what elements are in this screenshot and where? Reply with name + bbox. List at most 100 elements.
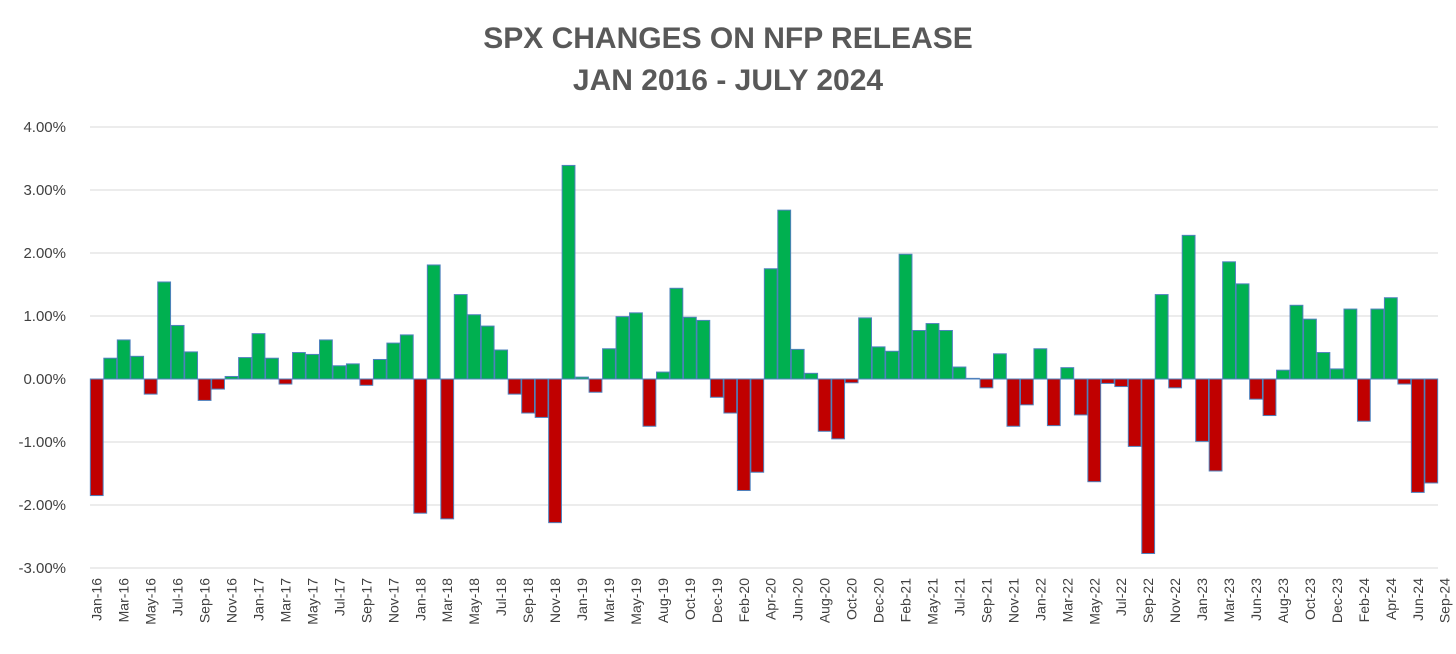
- y-tick-label: 1.00%: [23, 308, 66, 325]
- bar: [305, 353, 320, 380]
- bar: [831, 378, 846, 440]
- bar: [777, 209, 792, 380]
- bar: [1141, 378, 1156, 555]
- bar: [898, 253, 913, 380]
- bar: [1114, 378, 1129, 388]
- y-tick-label: 4.00%: [23, 119, 66, 136]
- chart-title-line-1: SPX CHANGES ON NFP RELEASE: [483, 22, 973, 55]
- x-tick-label: Apr-24: [1383, 578, 1399, 620]
- bar: [1100, 378, 1115, 384]
- bar: [656, 371, 670, 380]
- x-tick-label: Jul-21: [951, 578, 967, 616]
- x-tick-label: Jan-16: [89, 578, 105, 621]
- bar: [682, 316, 697, 380]
- bar: [1046, 378, 1061, 427]
- bar: [89, 378, 104, 497]
- bar: [224, 375, 239, 380]
- x-tick-label: May-16: [143, 578, 159, 625]
- bar: [1370, 308, 1385, 380]
- x-tick-label: Mar-19: [601, 578, 617, 623]
- bar: [952, 366, 967, 380]
- bar: [238, 357, 252, 380]
- y-tick-label: 2.00%: [23, 245, 66, 262]
- x-tick-label: May-17: [304, 578, 320, 625]
- bar: [588, 378, 603, 393]
- bar: [1356, 378, 1371, 422]
- bar: [993, 353, 1007, 380]
- bar: [912, 329, 926, 380]
- bar: [332, 365, 347, 380]
- bar: [211, 378, 225, 390]
- y-tick-label: -3.00%: [18, 560, 66, 577]
- bar: [265, 357, 279, 380]
- bar: [885, 350, 899, 380]
- bar: [1316, 352, 1331, 380]
- x-tick-label: Dec-23: [1329, 578, 1345, 623]
- bar: [1249, 378, 1263, 400]
- bar: [629, 312, 643, 380]
- x-tick-label: Mar-18: [439, 578, 455, 623]
- x-tick-label: Nov-22: [1167, 578, 1183, 623]
- bar: [453, 294, 468, 380]
- x-tick-label: Jan-23: [1194, 578, 1210, 621]
- bar: [1343, 308, 1358, 380]
- bar: [521, 378, 536, 414]
- y-tick-label: 3.00%: [23, 182, 66, 199]
- x-tick-label: May-18: [466, 578, 482, 625]
- bar: [184, 351, 199, 380]
- x-tick-label: Oct-23: [1302, 578, 1318, 620]
- bar: [143, 378, 158, 395]
- x-tick-label: Feb-24: [1356, 578, 1372, 623]
- x-tick-label: Nov-18: [547, 578, 563, 623]
- chart-title-line-2: JAN 2016 - JULY 2024: [573, 64, 884, 97]
- x-axis: Jan-16 Mar-16 May-16 Jul-16 Sep-16 Nov-16 Jan-…: [89, 578, 1453, 625]
- bar: [804, 372, 819, 380]
- bar: [602, 348, 616, 380]
- x-tick-label: Jun-23: [1248, 578, 1264, 621]
- x-tick-label: Sep-17: [358, 578, 374, 623]
- bar: [1087, 378, 1102, 483]
- x-tick-label: Aug-23: [1275, 578, 1291, 623]
- x-tick-label: Jan-17: [251, 578, 267, 621]
- bar: [292, 352, 306, 380]
- x-tick-label: Dec-20: [871, 578, 887, 623]
- bar: [426, 264, 441, 380]
- bar: [1154, 294, 1169, 380]
- x-tick-label: Aug-20: [817, 578, 833, 623]
- bar: [750, 378, 765, 473]
- x-tick-label: Mar-16: [116, 578, 132, 623]
- x-tick-label: Jan-19: [574, 578, 590, 621]
- x-tick-label: Mar-23: [1221, 578, 1237, 623]
- bar: [372, 358, 387, 380]
- y-tick-label: -1.00%: [18, 434, 66, 451]
- x-tick-label: Jan-18: [412, 578, 428, 621]
- bar: [939, 329, 953, 380]
- bar: [319, 339, 333, 380]
- x-tick-label: Sep-24: [1437, 578, 1453, 623]
- x-tick-label: Apr-20: [763, 578, 779, 620]
- x-tick-label: Dec-19: [709, 578, 725, 623]
- x-tick-label: Aug-19: [655, 578, 671, 623]
- bar: [979, 378, 994, 389]
- x-tick-label: Jun-20: [790, 578, 806, 621]
- bar: [1276, 369, 1290, 380]
- bar: [966, 377, 980, 380]
- x-tick-label: Sep-16: [197, 578, 213, 623]
- bar: [507, 378, 522, 395]
- bar: [197, 378, 212, 401]
- bar: [844, 378, 859, 384]
- bar: [480, 325, 495, 380]
- x-tick-label: May-19: [628, 578, 644, 625]
- bar: [103, 357, 118, 380]
- bar: [359, 378, 374, 386]
- x-tick-label: Nov-21: [1005, 578, 1021, 623]
- x-tick-label: Jul-17: [331, 578, 347, 616]
- bar: [736, 378, 751, 492]
- bar: [871, 346, 886, 380]
- x-tick-label: Jun-24: [1410, 578, 1426, 621]
- bar: [467, 314, 482, 380]
- x-tick-label: Oct-19: [682, 578, 698, 620]
- y-tick-label: -2.00%: [18, 497, 66, 514]
